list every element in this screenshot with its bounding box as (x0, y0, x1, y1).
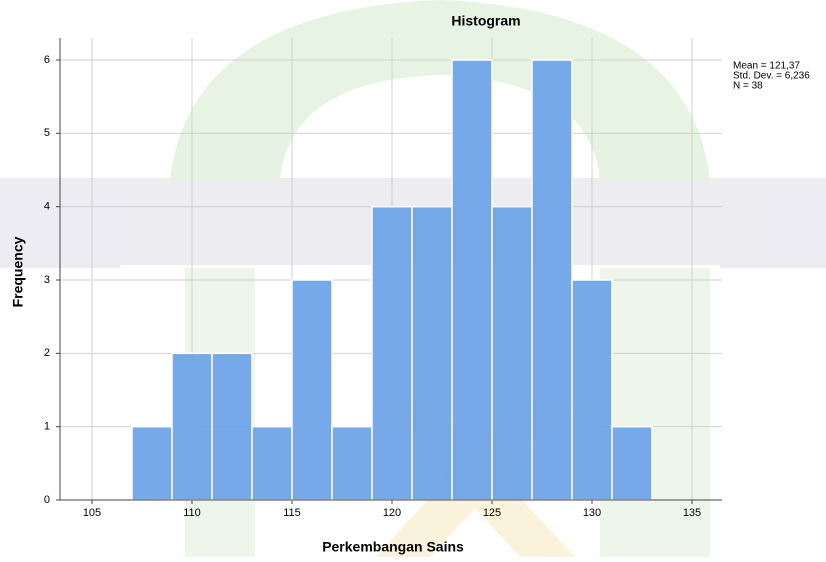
y-tick-label: 2 (44, 347, 50, 359)
bar (331, 425, 373, 501)
bar (211, 352, 253, 501)
x-tick-label: 115 (283, 507, 301, 519)
y-tick-label: 0 (44, 494, 50, 506)
bar (611, 425, 653, 501)
bar (291, 279, 333, 501)
x-axis-label: Perkembangan Sains (322, 539, 464, 555)
x-tick-label: 125 (483, 507, 501, 519)
x-tick-label: 105 (83, 507, 101, 519)
x-tick-label: 110 (183, 507, 201, 519)
bar (251, 425, 293, 501)
plot-area (56, 38, 722, 504)
bar (451, 59, 493, 501)
bar (531, 59, 573, 501)
x-tick-label: 135 (683, 507, 701, 519)
stat-note: Std. Dev. = 6,236 (733, 71, 810, 82)
watermark-arc (170, 0, 710, 180)
x-tick-label: 130 (583, 507, 601, 519)
y-tick-label: 5 (44, 127, 50, 139)
stat-note: N = 38 (733, 81, 763, 92)
bar (171, 352, 213, 501)
bar (411, 205, 453, 501)
y-tick-label: 3 (44, 274, 50, 286)
y-tick-label: 6 (44, 54, 50, 66)
y-tick-label: 1 (44, 421, 50, 433)
bar (491, 205, 533, 501)
bar (371, 205, 413, 501)
bar (131, 425, 173, 501)
y-axis-label: Frequency (10, 236, 26, 307)
bar (571, 279, 613, 501)
y-tick-label: 4 (44, 201, 50, 213)
stat-note: Mean = 121,37 (733, 61, 800, 72)
x-tick-label: 120 (383, 507, 401, 519)
chart-title: Histogram (451, 13, 520, 29)
